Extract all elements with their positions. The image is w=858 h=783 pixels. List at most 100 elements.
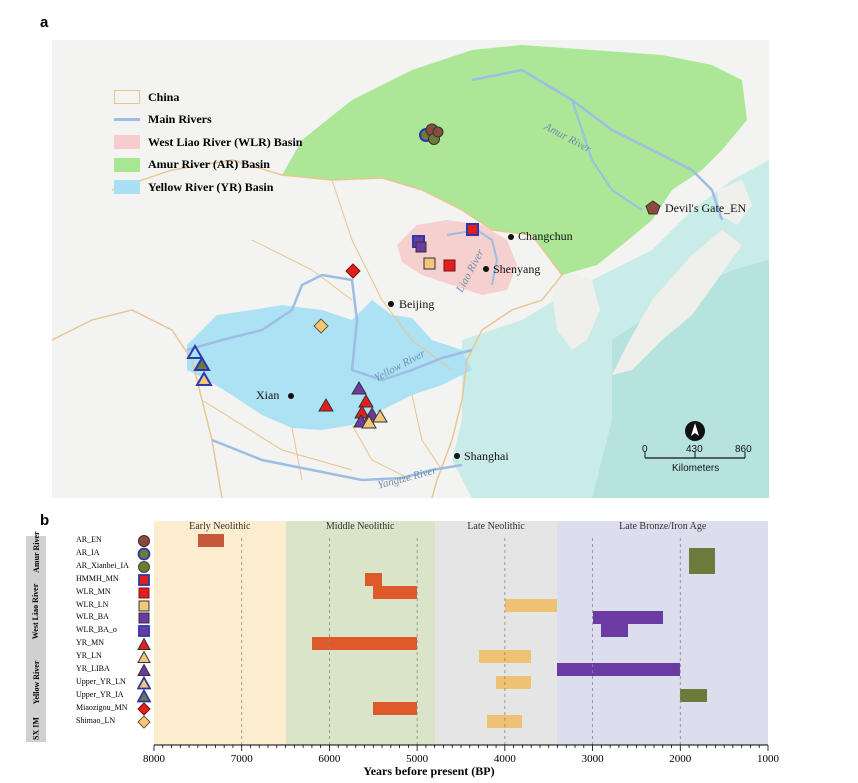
marker-yr-ln-2 <box>361 415 377 429</box>
row-label: YR_MN <box>76 638 105 648</box>
marker-miaozigou-mn <box>345 263 361 279</box>
group-label: Amur River <box>31 531 41 574</box>
province-lines <box>201 179 453 481</box>
marker-yr-liba-1 <box>351 381 367 395</box>
marker-hmmh-mn <box>466 223 479 236</box>
period-label: Early Neolithic <box>189 521 251 532</box>
row-marker-triangle <box>137 675 151 690</box>
range-bar <box>496 675 532 689</box>
legend-swatch-wlr <box>114 135 140 150</box>
marker-ar-en-2 <box>432 126 444 138</box>
x-tick-label: 7000 <box>230 753 253 765</box>
x-tick-label: 8000 <box>143 753 165 765</box>
west-liao-basin <box>397 220 517 295</box>
row-marker-square <box>138 587 150 599</box>
timeline-panel: Early Neolithic Middle Neolithic Late Neol… <box>0 520 858 783</box>
legend-item-yr: Yellow River (YR) Basin <box>114 176 302 199</box>
x-tick-label: 5000 <box>406 753 429 765</box>
row-marker-circle <box>138 535 150 547</box>
legend-item-rivers: Main Rivers <box>114 109 302 132</box>
panel-a-label: a <box>40 14 49 31</box>
range-bar <box>364 572 383 586</box>
x-tick-label: 6000 <box>318 753 341 765</box>
row-marker-diamond <box>137 714 151 729</box>
range-bar <box>311 637 418 651</box>
marker-shimao-ln <box>313 318 329 334</box>
x-tick-label: 3000 <box>581 753 604 765</box>
row-marker-triangle <box>137 663 151 676</box>
marker-yr-ln-1 <box>372 409 388 423</box>
korea-land <box>552 270 600 350</box>
legend-label: Main Rivers <box>148 112 212 127</box>
x-tick-label: 1000 <box>757 753 779 765</box>
row-marker-square <box>138 600 150 611</box>
marker-upper-yr-ia <box>193 356 211 371</box>
city-dot-shenyang <box>483 266 489 272</box>
range-bar <box>557 663 681 676</box>
legend-label: Yellow River (YR) Basin <box>148 179 274 194</box>
group-box <box>26 716 46 744</box>
period-label: Late Neolithic <box>467 521 525 532</box>
row-label: WLR_BA <box>76 612 109 622</box>
legend-item-china: China <box>114 86 302 109</box>
amur-river-line <box>471 68 724 221</box>
x-tick-label: 4000 <box>493 753 516 765</box>
place-changchun: Changchun <box>518 229 573 243</box>
marker-yr-mn-1 <box>358 394 374 408</box>
legend-item-wlr: West Liao River (WLR) Basin <box>114 131 302 154</box>
period-band: Early Neolithic <box>154 521 286 745</box>
legend-swatch-rivers <box>114 118 140 122</box>
japan-land <box>612 230 742 375</box>
group-label: West Liao River <box>31 584 41 640</box>
range-bar <box>487 714 523 728</box>
map-legend: China Main Rivers West Liao River (WLR) … <box>114 86 302 199</box>
city-dot-shanghai <box>454 453 460 459</box>
range-bar <box>592 611 663 625</box>
row-marker-square <box>138 625 150 638</box>
range-bar <box>197 534 225 547</box>
range-bar <box>680 688 707 702</box>
legend-label: China <box>148 89 180 104</box>
row-label: Upper_YR_IA <box>76 689 124 699</box>
range-bar <box>504 598 558 612</box>
row-label: WLR_BA_o <box>76 625 117 635</box>
marker-upper-yr-1 <box>186 344 204 359</box>
period-band: Late Neolithic <box>434 521 558 745</box>
map-svg <box>52 45 769 498</box>
range-bar <box>373 585 418 599</box>
period-band: Late Bronze/Iron Age <box>557 521 768 745</box>
yellow-river-line <box>186 273 473 382</box>
yangtze-river-line <box>211 438 463 482</box>
row-label: Shimao_LN <box>76 715 116 725</box>
x-axis-title: Years before present (BP) <box>363 764 495 778</box>
row-label: AR_EN <box>76 535 102 544</box>
range-bar <box>601 624 628 638</box>
legend-item-ar: Amur River (AR) Basin <box>114 154 302 177</box>
marker-upper-yr-ln <box>195 371 213 386</box>
row-marker-square <box>138 573 150 586</box>
scale-unit: Kilometers <box>672 463 720 474</box>
legend-swatch-china <box>114 90 140 105</box>
marker-wlr-ln <box>423 257 436 270</box>
place-beijing: Beijing <box>399 297 435 311</box>
row-label: WLR_LN <box>76 599 109 609</box>
yellow-river-basin <box>187 300 472 430</box>
marker-wlr-ba <box>415 241 427 253</box>
legend-swatch-yr <box>114 180 140 195</box>
range-bar <box>373 701 418 715</box>
row-label: Miaozigou_MN <box>76 702 128 712</box>
japan-north <box>717 180 752 225</box>
marker-yr-mn-west <box>318 398 334 412</box>
x-tick-label: 2000 <box>669 753 692 765</box>
row-label: HMMH_MN <box>76 573 119 583</box>
place-devils-gate: Devil's Gate_EN <box>665 201 747 215</box>
row-label: YR_LIBA <box>76 664 110 673</box>
map-panel: China Main Rivers West Liao River (WLR) … <box>52 40 769 498</box>
row-marker-circle <box>138 560 150 573</box>
row-marker-diamond <box>137 701 151 716</box>
row-label: Upper_YR_LN <box>76 676 126 686</box>
marker-wlr-mn <box>443 259 456 272</box>
row-marker-triangle <box>137 650 151 664</box>
panel-b-label: b <box>40 512 50 529</box>
marker-devils-gate <box>645 200 661 215</box>
